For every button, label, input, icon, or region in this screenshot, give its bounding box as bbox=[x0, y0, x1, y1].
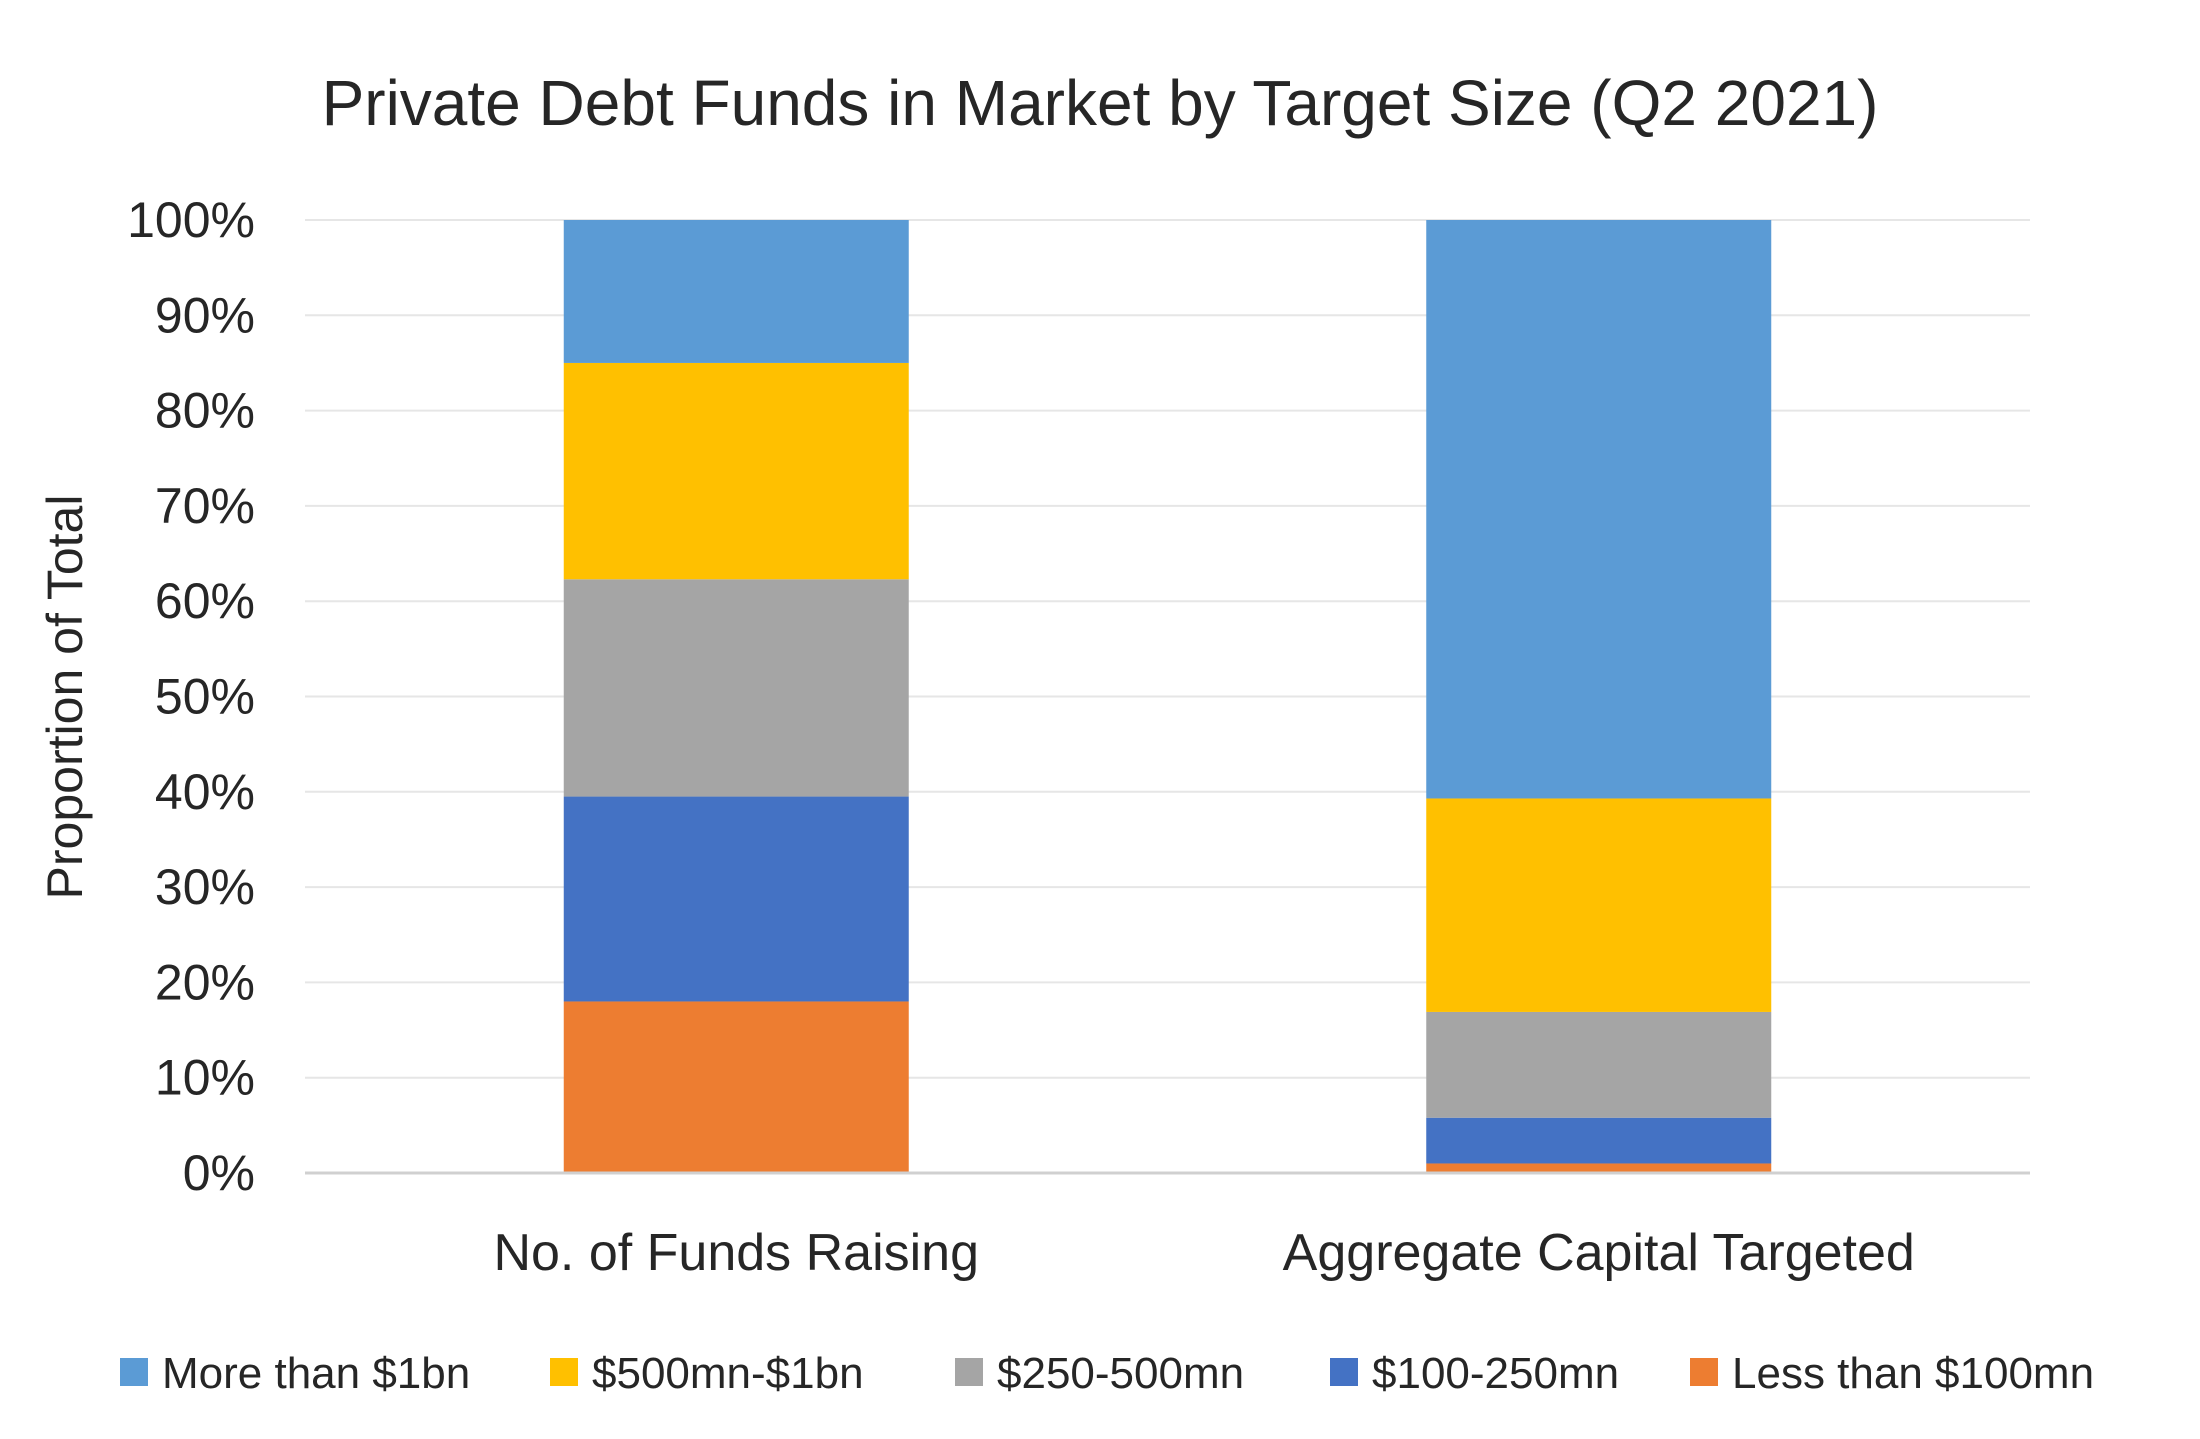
bar-segment bbox=[563, 579, 909, 797]
legend-swatch bbox=[550, 1358, 578, 1386]
bar-segment bbox=[563, 796, 909, 1002]
bars bbox=[563, 220, 1772, 1173]
legend-label: More than $1bn bbox=[162, 1349, 470, 1398]
y-tick-label: 80% bbox=[155, 383, 255, 439]
legend-swatch bbox=[955, 1358, 983, 1386]
bar-segment bbox=[1426, 1011, 1772, 1118]
legend-label: $100-250mn bbox=[1372, 1349, 1619, 1398]
legend-label: $250-500mn bbox=[997, 1349, 1244, 1398]
y-tick-label: 0% bbox=[183, 1145, 255, 1201]
y-tick-label: 70% bbox=[155, 478, 255, 534]
bar-segment bbox=[563, 220, 909, 363]
bar-segment bbox=[1426, 1163, 1772, 1173]
x-category-label: No. of Funds Raising bbox=[493, 1224, 979, 1282]
bar-segment bbox=[1426, 220, 1772, 799]
legend: More than $1bn $500mn-$1bn $250-500mn $100-… bbox=[120, 1349, 2094, 1398]
y-tick-label: 20% bbox=[155, 954, 255, 1010]
legend-swatch bbox=[1690, 1358, 1718, 1386]
y-tick-label: 90% bbox=[155, 287, 255, 343]
y-tick-label: 50% bbox=[155, 669, 255, 725]
y-tick-label: 10% bbox=[155, 1050, 255, 1106]
bar-segment bbox=[563, 362, 909, 580]
y-tick-label: 40% bbox=[155, 764, 255, 820]
chart-title: Private Debt Funds in Market by Target S… bbox=[322, 67, 1879, 139]
bar-segment bbox=[563, 1001, 909, 1173]
legend-swatch bbox=[1330, 1358, 1358, 1386]
y-axis-label: Proportion of Total bbox=[37, 495, 93, 900]
y-tick-label: 60% bbox=[155, 573, 255, 629]
y-tick-label: 100% bbox=[127, 192, 255, 248]
y-axis-ticks: 0% 10% 20% 30% 40% 50% 60% 70% 80% 90% 100% bbox=[127, 192, 255, 1201]
x-category-label: Aggregate Capital Targeted bbox=[1283, 1224, 1915, 1282]
y-tick-label: 30% bbox=[155, 859, 255, 915]
x-axis-categories: No. of Funds Raising Aggregate Capital Ta… bbox=[493, 1224, 1914, 1282]
legend-swatch bbox=[120, 1358, 148, 1386]
legend-label: $500mn-$1bn bbox=[592, 1349, 864, 1398]
bar-segment bbox=[1426, 798, 1772, 1012]
bar-segment bbox=[1426, 1117, 1772, 1164]
legend-label: Less than $100mn bbox=[1732, 1349, 2094, 1398]
